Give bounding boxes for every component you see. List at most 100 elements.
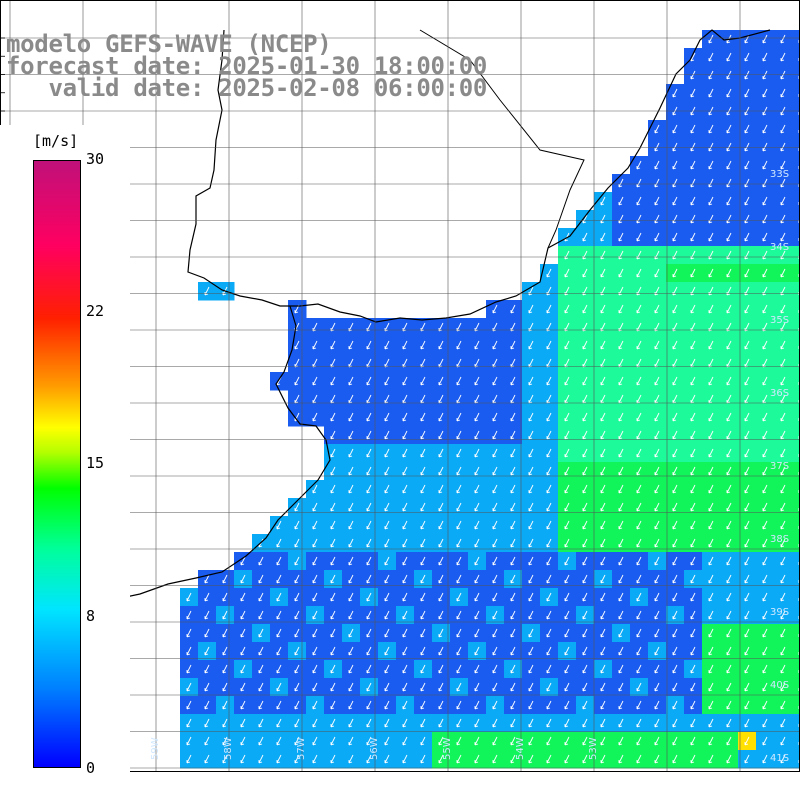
wind-arrow xyxy=(672,736,678,746)
wind-arrow xyxy=(726,664,732,674)
wind-arrow xyxy=(654,142,660,152)
wind-arrow xyxy=(618,448,624,458)
wind-arrow xyxy=(546,610,552,620)
wind-arrow xyxy=(690,646,696,656)
wind-arrow xyxy=(708,124,714,134)
title-forecast-date: forecast date: 2025-01-30 18:00:00 xyxy=(6,52,488,80)
wind-arrow xyxy=(294,610,300,620)
wind-arrow xyxy=(384,718,390,728)
wind-arrow xyxy=(690,124,696,134)
wind-arrow xyxy=(618,250,624,260)
wind-arrow xyxy=(402,466,408,476)
wind-arrow xyxy=(438,430,444,440)
wind-arrow xyxy=(474,376,480,386)
wind-arrow xyxy=(294,538,300,548)
wind-arrow xyxy=(384,466,390,476)
wind-arrow xyxy=(636,376,642,386)
wind-arrow xyxy=(546,592,552,602)
wind-arrow xyxy=(402,700,408,710)
wind-arrow xyxy=(510,448,516,458)
wind-arrow xyxy=(528,538,534,548)
wind-arrow xyxy=(780,268,786,278)
wind-arrow xyxy=(636,250,642,260)
wind-cell xyxy=(792,570,800,589)
wind-arrow xyxy=(420,718,426,728)
wind-arrow xyxy=(222,754,228,764)
wind-arrow xyxy=(582,466,588,476)
wind-arrow xyxy=(690,412,696,422)
wind-arrow xyxy=(474,610,480,620)
wind-arrow xyxy=(708,52,714,62)
wind-arrow xyxy=(276,610,282,620)
wind-arrow xyxy=(456,754,462,764)
wind-arrow xyxy=(330,556,336,566)
wind-cell xyxy=(792,462,800,481)
wind-arrow xyxy=(402,520,408,530)
wind-arrow xyxy=(384,340,390,350)
wind-arrow xyxy=(546,430,552,440)
wind-arrow xyxy=(510,574,516,584)
wind-arrow xyxy=(384,592,390,602)
wind-arrow xyxy=(780,520,786,530)
wind-arrow xyxy=(564,484,570,494)
wind-arrow xyxy=(384,538,390,548)
wind-arrow xyxy=(312,628,318,638)
wind-arrow xyxy=(690,610,696,620)
wind-arrow xyxy=(348,736,354,746)
wind-arrow xyxy=(474,412,480,422)
wind-arrow xyxy=(618,610,624,620)
wind-arrow xyxy=(690,448,696,458)
wind-arrow xyxy=(672,142,678,152)
wind-arrow xyxy=(654,466,660,476)
wind-arrow xyxy=(690,70,696,80)
wind-arrow xyxy=(186,754,192,764)
wind-arrow xyxy=(348,412,354,422)
wind-arrow xyxy=(474,646,480,656)
wind-arrow xyxy=(330,430,336,440)
wind-arrow xyxy=(348,502,354,512)
wind-arrow xyxy=(600,250,606,260)
wind-arrow xyxy=(582,682,588,692)
wind-arrow xyxy=(438,520,444,530)
wind-arrow xyxy=(420,484,426,494)
wind-arrow xyxy=(474,736,480,746)
latitude-label: 38S xyxy=(770,534,789,545)
wind-arrow xyxy=(384,628,390,638)
wind-arrow xyxy=(708,376,714,386)
wind-arrow xyxy=(690,538,696,548)
wind-arrow xyxy=(330,646,336,656)
wind-arrow xyxy=(654,736,660,746)
wind-arrow xyxy=(582,484,588,494)
wind-arrow xyxy=(528,610,534,620)
wind-arrow xyxy=(726,700,732,710)
wind-arrow xyxy=(762,304,768,314)
wind-arrow xyxy=(582,628,588,638)
wind-cell xyxy=(792,606,800,625)
wind-arrow xyxy=(258,574,264,584)
wind-arrow xyxy=(672,520,678,530)
wind-arrow xyxy=(438,340,444,350)
wind-arrow xyxy=(312,484,318,494)
wind-arrow xyxy=(780,448,786,458)
wind-arrow xyxy=(312,700,318,710)
wind-arrow xyxy=(438,448,444,458)
wind-arrow xyxy=(276,718,282,728)
wind-arrow xyxy=(618,520,624,530)
wind-arrow xyxy=(582,232,588,242)
wind-arrow xyxy=(348,628,354,638)
wind-arrow xyxy=(348,556,354,566)
wind-arrow xyxy=(618,754,624,764)
wind-arrow xyxy=(582,754,588,764)
wind-arrow xyxy=(312,736,318,746)
wind-cell xyxy=(792,444,800,463)
wind-arrow xyxy=(528,520,534,530)
wind-arrow xyxy=(582,250,588,260)
wind-arrow xyxy=(744,574,750,584)
wind-arrow xyxy=(546,520,552,530)
wind-arrow xyxy=(762,232,768,242)
wind-cell xyxy=(792,48,800,67)
wind-arrow xyxy=(618,718,624,728)
wind-arrow xyxy=(672,592,678,602)
wind-arrow xyxy=(672,466,678,476)
wind-arrow xyxy=(582,268,588,278)
